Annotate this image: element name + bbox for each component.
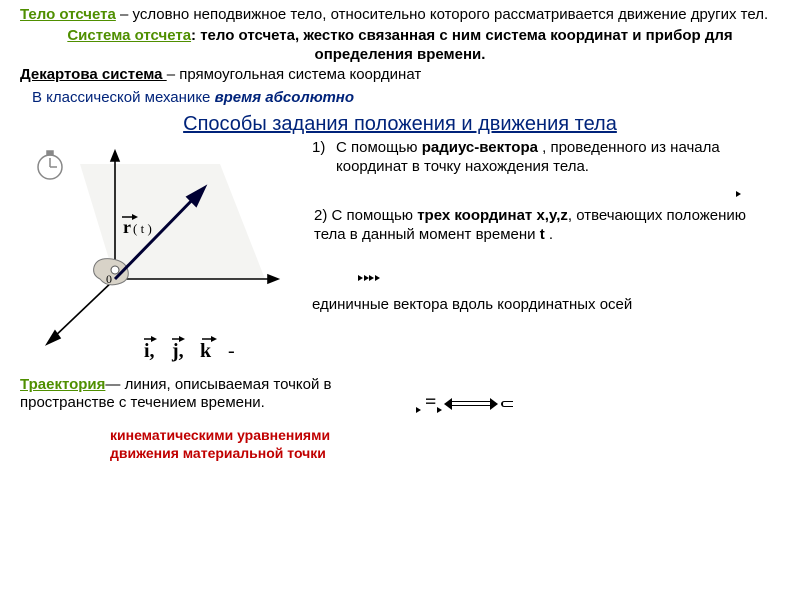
- m2-b: трех координат x,y,z: [417, 207, 568, 224]
- method-2: 2) С помощью трех координат x,y,z, отвеч…: [312, 207, 780, 245]
- svg-text:k: k: [200, 340, 212, 362]
- def-telo: Тело отсчета – условно неподвижное тело,…: [20, 6, 780, 25]
- content-row: 0 r ( t ): [20, 139, 780, 370]
- def-system: Система отсчета: тело отсчета, жестко св…: [20, 27, 780, 65]
- term-system: Система отсчета: [67, 27, 191, 44]
- vector-equation: [362, 255, 780, 283]
- svg-text:j,: j,: [171, 340, 184, 362]
- m2-e: .: [545, 226, 553, 243]
- trajectory-block: Траектория— линия, описываемая точкой в …: [20, 376, 420, 463]
- diagram-col: 0 r ( t ): [20, 139, 300, 370]
- ijk-labels: i, j, k -: [144, 336, 235, 362]
- time-abs-b: время абсолютно: [215, 89, 354, 106]
- methods-col: 1) С помощью радиус-вектора , проведенно…: [300, 139, 780, 370]
- kin-line1: кинематическими уравнениями: [110, 427, 420, 445]
- def-decart: Декартова система – прямоугольная систем…: [20, 66, 780, 85]
- equations-block: =: [420, 376, 780, 415]
- def-telo-text: – условно неподвижное тело, относительно…: [116, 6, 768, 23]
- time-abs-a: В классической механике: [32, 89, 215, 106]
- term-decart: Декартова система: [20, 66, 167, 83]
- r-eq-r-t: =: [420, 391, 446, 413]
- m1-a: С помощью: [336, 139, 422, 156]
- def-system-text: : тело отсчета, жестко связанная с ним с…: [191, 27, 733, 63]
- term-trajectory: Траектория: [20, 376, 105, 393]
- svg-text:i,: i,: [144, 340, 155, 362]
- double-arrow-icon: [446, 397, 496, 411]
- time-absolute: В классической механике время абсолютно: [32, 89, 780, 108]
- svg-text:( t ): ( t ): [133, 221, 152, 236]
- def-decart-text: – прямоугольная система координат: [167, 66, 422, 83]
- m1-b: радиус-вектора: [422, 139, 538, 156]
- section-heading: Способы задания положения и движения тел…: [20, 112, 780, 137]
- axes-diagram: 0 r ( t ): [20, 139, 300, 364]
- m2-a: 2) С помощью: [314, 207, 417, 224]
- m1-num: 1): [312, 139, 336, 200]
- origin-zero-label: 0: [106, 272, 112, 286]
- kin-line2: движения материальной точки: [110, 445, 420, 463]
- unit-vectors-text: единичные вектора вдоль координатных осе…: [312, 296, 780, 315]
- slide-root: Тело отсчета – условно неподвижное тело,…: [0, 0, 800, 600]
- parametric-eqs: [501, 401, 513, 407]
- bottom-row: Траектория— линия, описываемая точкой в …: [20, 376, 780, 463]
- svg-text:-: -: [228, 340, 235, 362]
- method-1: 1) С помощью радиус-вектора , проведенно…: [312, 139, 780, 200]
- term-telo: Тело отсчета: [20, 6, 116, 23]
- svg-text:r: r: [123, 217, 131, 237]
- stopwatch-icon: [38, 151, 62, 179]
